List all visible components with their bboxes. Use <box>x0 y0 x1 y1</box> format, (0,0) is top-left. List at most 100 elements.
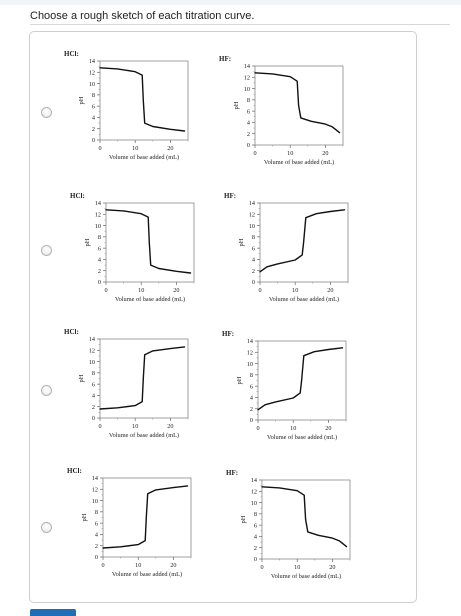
y-tick-label: 12 <box>95 211 101 218</box>
x-tick-label: 0 <box>98 423 101 430</box>
y-tick-label: 10 <box>92 498 98 505</box>
y-tick-label: 10 <box>244 86 250 93</box>
titration-curve <box>259 209 346 273</box>
x-tick-label: 20 <box>327 287 333 294</box>
y-tick-label: 14 <box>244 63 250 70</box>
y-tick-label: 4 <box>254 534 257 541</box>
x-tick-label: 0 <box>258 287 261 294</box>
y-tick-label: 6 <box>247 108 250 115</box>
y-tick-label: 12 <box>251 488 257 495</box>
x-tick-label: 10 <box>138 287 144 294</box>
x-axis-label: Volume of base added (mL) <box>271 573 341 580</box>
titration-chart-hf-option-b: HF: 0 2 4 6 8 10 12 14 0 10 20 Volume of base added … <box>224 192 349 303</box>
titration-curve <box>99 346 186 410</box>
titration-chart-hcl-option-d: HCl: 0 2 4 6 8 10 12 14 0 10 20 Volume of base added… <box>67 467 192 578</box>
y-tick-label: 0 <box>95 554 98 561</box>
y-tick-label: 2 <box>98 268 101 275</box>
x-tick-label: 10 <box>294 564 300 571</box>
submit-button[interactable] <box>30 609 76 616</box>
x-axis-label: Volume of base added (mL) <box>115 296 185 303</box>
y-axis-label: pH <box>240 515 247 523</box>
x-tick-label: 20 <box>167 145 173 152</box>
y-tick-label: 14 <box>89 58 95 65</box>
x-tick-label: 0 <box>98 145 101 152</box>
radio-button-option-a[interactable] <box>41 107 52 118</box>
y-tick-label: 6 <box>254 522 257 529</box>
y-tick-label: 12 <box>89 69 95 76</box>
y-tick-label: 8 <box>250 372 253 379</box>
x-tick-label: 10 <box>135 562 141 569</box>
y-tick-label: 14 <box>247 338 253 345</box>
titration-chart-hf-option-a: HF: 0 2 4 6 8 10 12 14 0 10 20 Volume of base added … <box>219 55 344 166</box>
x-tick-label: 0 <box>101 562 104 569</box>
y-tick-label: 14 <box>89 336 95 343</box>
answer-choices-card <box>29 31 417 603</box>
titration-chart-hcl-option-b: HCl: 0 2 4 6 8 10 12 14 0 10 20 Volume of base added… <box>70 192 195 303</box>
titration-curve <box>102 485 189 549</box>
x-tick-label: 20 <box>322 150 328 157</box>
y-tick-label: 14 <box>95 200 101 207</box>
top-bar <box>0 0 461 5</box>
radio-button-option-c[interactable] <box>41 385 52 396</box>
question-text: Choose a rough sketch of each titration … <box>30 10 255 22</box>
y-tick-label: 8 <box>95 509 98 516</box>
x-tick-label: 0 <box>260 564 263 571</box>
y-tick-label: 14 <box>249 200 255 207</box>
y-tick-label: 4 <box>92 393 95 400</box>
y-tick-label: 12 <box>92 486 98 493</box>
y-tick-label: 8 <box>247 97 250 104</box>
answer-option-a[interactable] <box>30 52 418 192</box>
y-tick-label: 6 <box>250 383 253 390</box>
y-tick-label: 2 <box>252 268 255 275</box>
titration-curve <box>99 67 186 132</box>
y-tick-label: 6 <box>95 520 98 527</box>
y-tick-label: 12 <box>244 74 250 81</box>
y-tick-label: 4 <box>95 532 98 539</box>
y-axis-label: pH <box>78 374 85 382</box>
x-tick-label: 10 <box>290 425 296 432</box>
y-tick-label: 2 <box>95 543 98 550</box>
x-tick-label: 20 <box>167 423 173 430</box>
y-tick-label: 4 <box>247 120 250 127</box>
y-tick-label: 6 <box>252 245 255 252</box>
chart-title: HCl: <box>70 192 85 200</box>
y-tick-label: 0 <box>98 279 101 286</box>
question-divider <box>30 24 450 25</box>
y-tick-label: 0 <box>247 142 250 149</box>
y-axis-label: pH <box>84 238 91 246</box>
y-tick-label: 2 <box>247 131 250 138</box>
radio-button-option-b[interactable] <box>41 245 52 256</box>
chart-title: HF: <box>224 192 236 200</box>
x-tick-label: 10 <box>132 145 138 152</box>
chart-title: HF: <box>222 330 234 338</box>
x-tick-label: 10 <box>292 287 298 294</box>
answer-option-d[interactable] <box>30 468 418 608</box>
y-tick-label: 4 <box>250 395 253 402</box>
titration-curve <box>254 72 341 134</box>
y-tick-label: 6 <box>92 381 95 388</box>
y-tick-label: 12 <box>247 349 253 356</box>
titration-chart-hf-option-c: HF: 0 2 4 6 8 10 12 14 0 10 20 Volume of base added … <box>222 330 347 441</box>
y-tick-label: 10 <box>89 359 95 366</box>
y-tick-label: 8 <box>252 234 255 241</box>
x-tick-label: 20 <box>329 564 335 571</box>
y-axis-label: pH <box>236 376 243 384</box>
titration-curve <box>261 486 348 548</box>
x-tick-label: 10 <box>132 423 138 430</box>
y-tick-label: 2 <box>92 126 95 133</box>
radio-button-option-d[interactable] <box>41 522 52 533</box>
y-tick-label: 6 <box>98 245 101 252</box>
answer-option-b[interactable] <box>30 192 418 332</box>
y-tick-label: 8 <box>98 234 101 241</box>
x-tick-label: 10 <box>287 150 293 157</box>
x-axis-label: Volume of base added (mL) <box>112 571 182 578</box>
y-tick-label: 4 <box>98 257 101 264</box>
answer-option-c[interactable] <box>30 332 418 472</box>
titration-chart-hcl-option-c: HCl: 0 2 4 6 8 10 12 14 0 10 20 Volume of base added… <box>64 328 189 439</box>
y-tick-label: 6 <box>92 103 95 110</box>
y-tick-label: 2 <box>92 404 95 411</box>
y-tick-label: 0 <box>92 415 95 422</box>
chart-title: HF: <box>219 55 231 63</box>
y-tick-label: 10 <box>89 81 95 88</box>
y-tick-label: 8 <box>92 92 95 99</box>
